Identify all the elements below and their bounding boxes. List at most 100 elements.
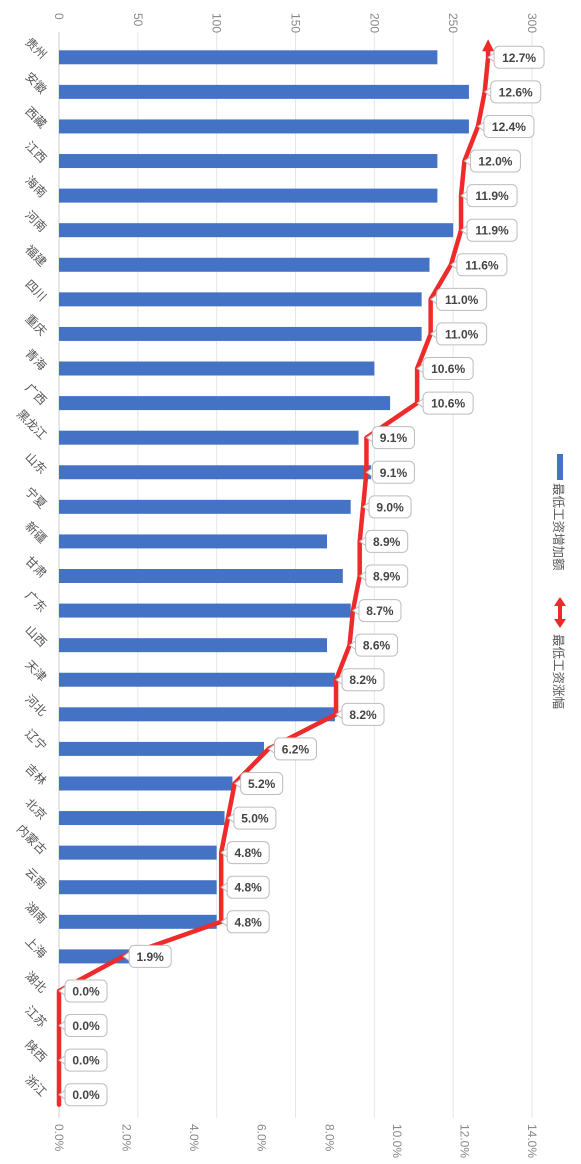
data-label-text: 0.0% bbox=[72, 984, 100, 998]
data-label-box bbox=[226, 910, 270, 934]
data-label: 4.8% bbox=[220, 910, 270, 934]
data-label-box bbox=[341, 668, 385, 692]
category-label: 上海 bbox=[22, 933, 50, 961]
data-label: 12.6% bbox=[483, 80, 542, 104]
primary-value-axis: 0 50 100 150 200 250 300 bbox=[52, 13, 539, 33]
category-label: 北京 bbox=[22, 796, 49, 823]
data-label-box bbox=[469, 149, 521, 173]
data-label-text: 8.9% bbox=[373, 570, 401, 584]
secondary-tick-label: 12.0% bbox=[457, 1124, 471, 1158]
bar-series-layer bbox=[59, 50, 469, 964]
data-label-text: 12.0% bbox=[478, 155, 512, 169]
bar bbox=[59, 396, 391, 411]
bar bbox=[59, 638, 328, 653]
data-label: 5.0% bbox=[227, 806, 277, 830]
legend-arrow-down bbox=[554, 619, 566, 628]
data-label-box bbox=[64, 1083, 108, 1107]
data-label-box bbox=[365, 529, 409, 553]
bar bbox=[59, 914, 217, 929]
data-label-box bbox=[456, 253, 508, 277]
legend-arrow-up bbox=[554, 597, 566, 606]
data-label-text: 12.7% bbox=[502, 51, 536, 65]
data-label-box bbox=[371, 460, 415, 484]
category-label: 广东 bbox=[22, 588, 49, 615]
data-label: 8.9% bbox=[358, 529, 409, 553]
data-label-text: 11.6% bbox=[465, 258, 499, 272]
category-label: 海南 bbox=[22, 173, 50, 201]
data-label: 9.1% bbox=[365, 460, 415, 484]
data-label-text: 0.0% bbox=[72, 1019, 100, 1033]
data-label-box bbox=[341, 702, 385, 726]
data-label: 8.6% bbox=[348, 633, 399, 657]
category-label: 黑龙江 bbox=[14, 407, 49, 442]
data-label-box bbox=[436, 287, 488, 311]
bar bbox=[59, 707, 335, 722]
category-label: 天津 bbox=[22, 657, 49, 684]
category-label: 贵州 bbox=[22, 35, 49, 62]
primary-tick-label: 0 bbox=[52, 13, 66, 20]
data-label-box bbox=[466, 184, 518, 208]
data-label-box bbox=[233, 806, 277, 830]
data-label-box bbox=[368, 495, 412, 519]
line-arrow-head bbox=[482, 39, 495, 52]
data-label: 11.6% bbox=[450, 253, 508, 277]
data-label-text: 9.0% bbox=[376, 500, 404, 514]
secondary-tick-label: 8.0% bbox=[322, 1124, 336, 1152]
category-label: 江苏 bbox=[22, 1003, 49, 1030]
bar bbox=[59, 465, 372, 480]
primary-tick-label: 50 bbox=[131, 13, 145, 27]
category-label: 陕西 bbox=[22, 1037, 50, 1065]
category-label: 河南 bbox=[22, 207, 50, 235]
bar bbox=[59, 223, 454, 238]
data-label: 12.4% bbox=[477, 114, 535, 138]
data-label: 8.2% bbox=[335, 702, 385, 726]
data-label: 10.6% bbox=[416, 391, 474, 415]
category-label: 宁夏 bbox=[22, 484, 50, 512]
data-label-box bbox=[493, 45, 545, 69]
secondary-tick-label: 2.0% bbox=[120, 1124, 134, 1152]
data-label: 11.0% bbox=[429, 322, 488, 346]
legend-item-line: 最低工资涨幅 bbox=[551, 597, 566, 709]
data-label-text: 10.6% bbox=[431, 362, 465, 376]
data-label: 11.9% bbox=[460, 184, 518, 208]
data-label-text: 8.9% bbox=[373, 535, 401, 549]
data-label: 9.1% bbox=[365, 426, 415, 450]
legend-label-bar: 最低工资增加额 bbox=[551, 483, 566, 571]
data-label-text: 8.7% bbox=[366, 604, 394, 618]
data-label-box bbox=[64, 1048, 108, 1072]
secondary-tick-label: 0.0% bbox=[52, 1124, 66, 1152]
data-label-text: 5.2% bbox=[248, 777, 276, 791]
data-label-box bbox=[466, 218, 518, 242]
legend-label-line: 最低工资涨幅 bbox=[551, 634, 566, 709]
bar bbox=[59, 257, 430, 272]
bar bbox=[59, 292, 422, 307]
category-label: 西藏 bbox=[22, 104, 49, 131]
data-label: 6.2% bbox=[267, 737, 317, 761]
bar bbox=[59, 776, 233, 791]
data-label-box bbox=[371, 426, 415, 450]
category-label: 山东 bbox=[22, 450, 49, 477]
secondary-tick-label: 4.0% bbox=[187, 1124, 201, 1152]
category-label: 新疆 bbox=[22, 518, 50, 546]
secondary-tick-label: 10.0% bbox=[390, 1124, 404, 1158]
bar bbox=[59, 84, 469, 99]
bar bbox=[59, 499, 351, 514]
data-label: 4.8% bbox=[220, 875, 270, 899]
data-label-box bbox=[422, 391, 474, 415]
data-label-text: 4.8% bbox=[234, 915, 262, 929]
category-label: 四川 bbox=[22, 277, 49, 304]
bar bbox=[59, 845, 217, 860]
category-label: 甘肃 bbox=[22, 554, 49, 581]
category-label: 安徽 bbox=[22, 69, 50, 97]
category-label: 江西 bbox=[22, 139, 49, 166]
legend-swatch-bar bbox=[557, 454, 563, 480]
bar bbox=[59, 811, 225, 826]
secondary-tick-label: 14.0% bbox=[525, 1124, 539, 1158]
data-label-text: 1.9% bbox=[137, 950, 165, 964]
data-label-box bbox=[483, 114, 535, 138]
category-label: 辽宁 bbox=[22, 726, 50, 754]
bar bbox=[59, 741, 264, 756]
data-label: 12.7% bbox=[487, 45, 545, 69]
data-label-text: 9.1% bbox=[380, 431, 408, 445]
